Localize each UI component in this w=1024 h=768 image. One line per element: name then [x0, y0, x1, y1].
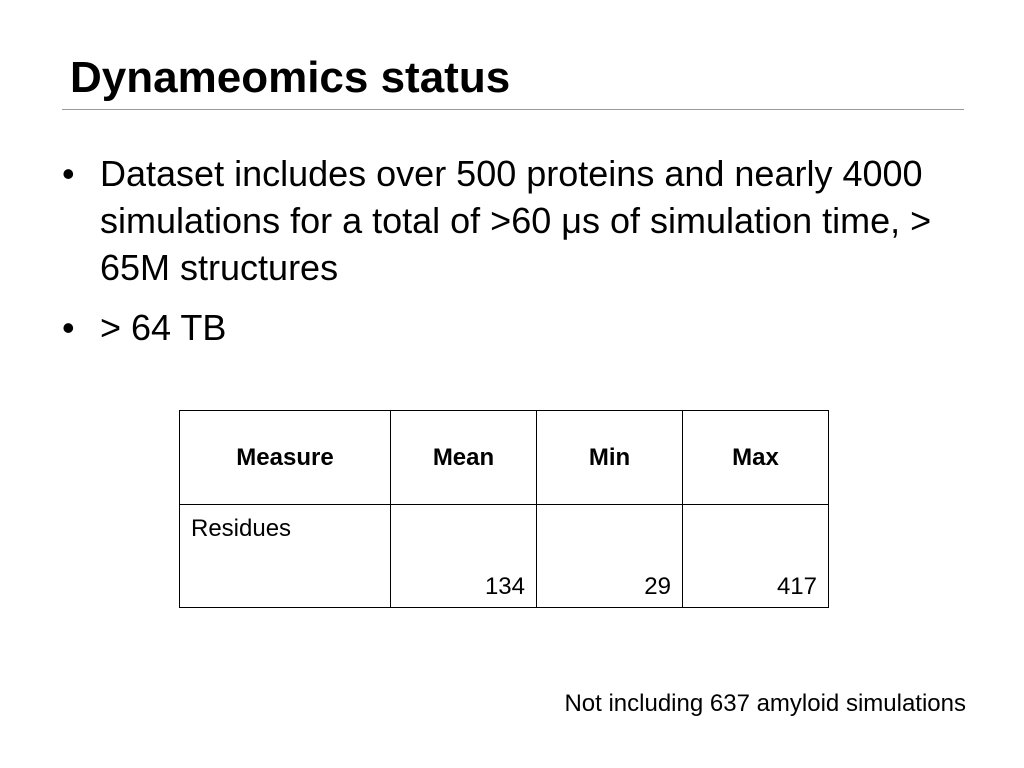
column-header-min: Min: [536, 410, 683, 505]
title-divider: [62, 109, 964, 110]
bullet-item: • Dataset includes over 500 proteins and…: [62, 150, 962, 291]
footnote: Not including 637 amyloid simulations: [564, 690, 966, 717]
table-row: Residues 134 29 417: [179, 504, 829, 608]
cell-mean: 134: [390, 504, 537, 608]
table-header-row: Measure Mean Min Max: [179, 410, 829, 505]
slide-title: Dynameomics status: [70, 53, 511, 102]
bullet-item: • > 64 TB: [62, 304, 962, 351]
bullet-marker: •: [62, 153, 75, 194]
column-header-max: Max: [682, 410, 829, 505]
bullet-list: • Dataset includes over 500 proteins and…: [62, 150, 962, 364]
column-header-measure: Measure: [179, 410, 391, 505]
cell-measure: Residues: [179, 504, 391, 608]
bullet-marker: •: [62, 307, 75, 348]
column-header-mean: Mean: [390, 410, 537, 505]
bullet-text: Dataset includes over 500 proteins and n…: [100, 153, 932, 288]
bullet-text: > 64 TB: [100, 307, 227, 348]
cell-max: 417: [682, 504, 829, 608]
stats-table: Measure Mean Min Max Residues 134 29 417: [179, 410, 829, 608]
cell-min: 29: [536, 504, 683, 608]
